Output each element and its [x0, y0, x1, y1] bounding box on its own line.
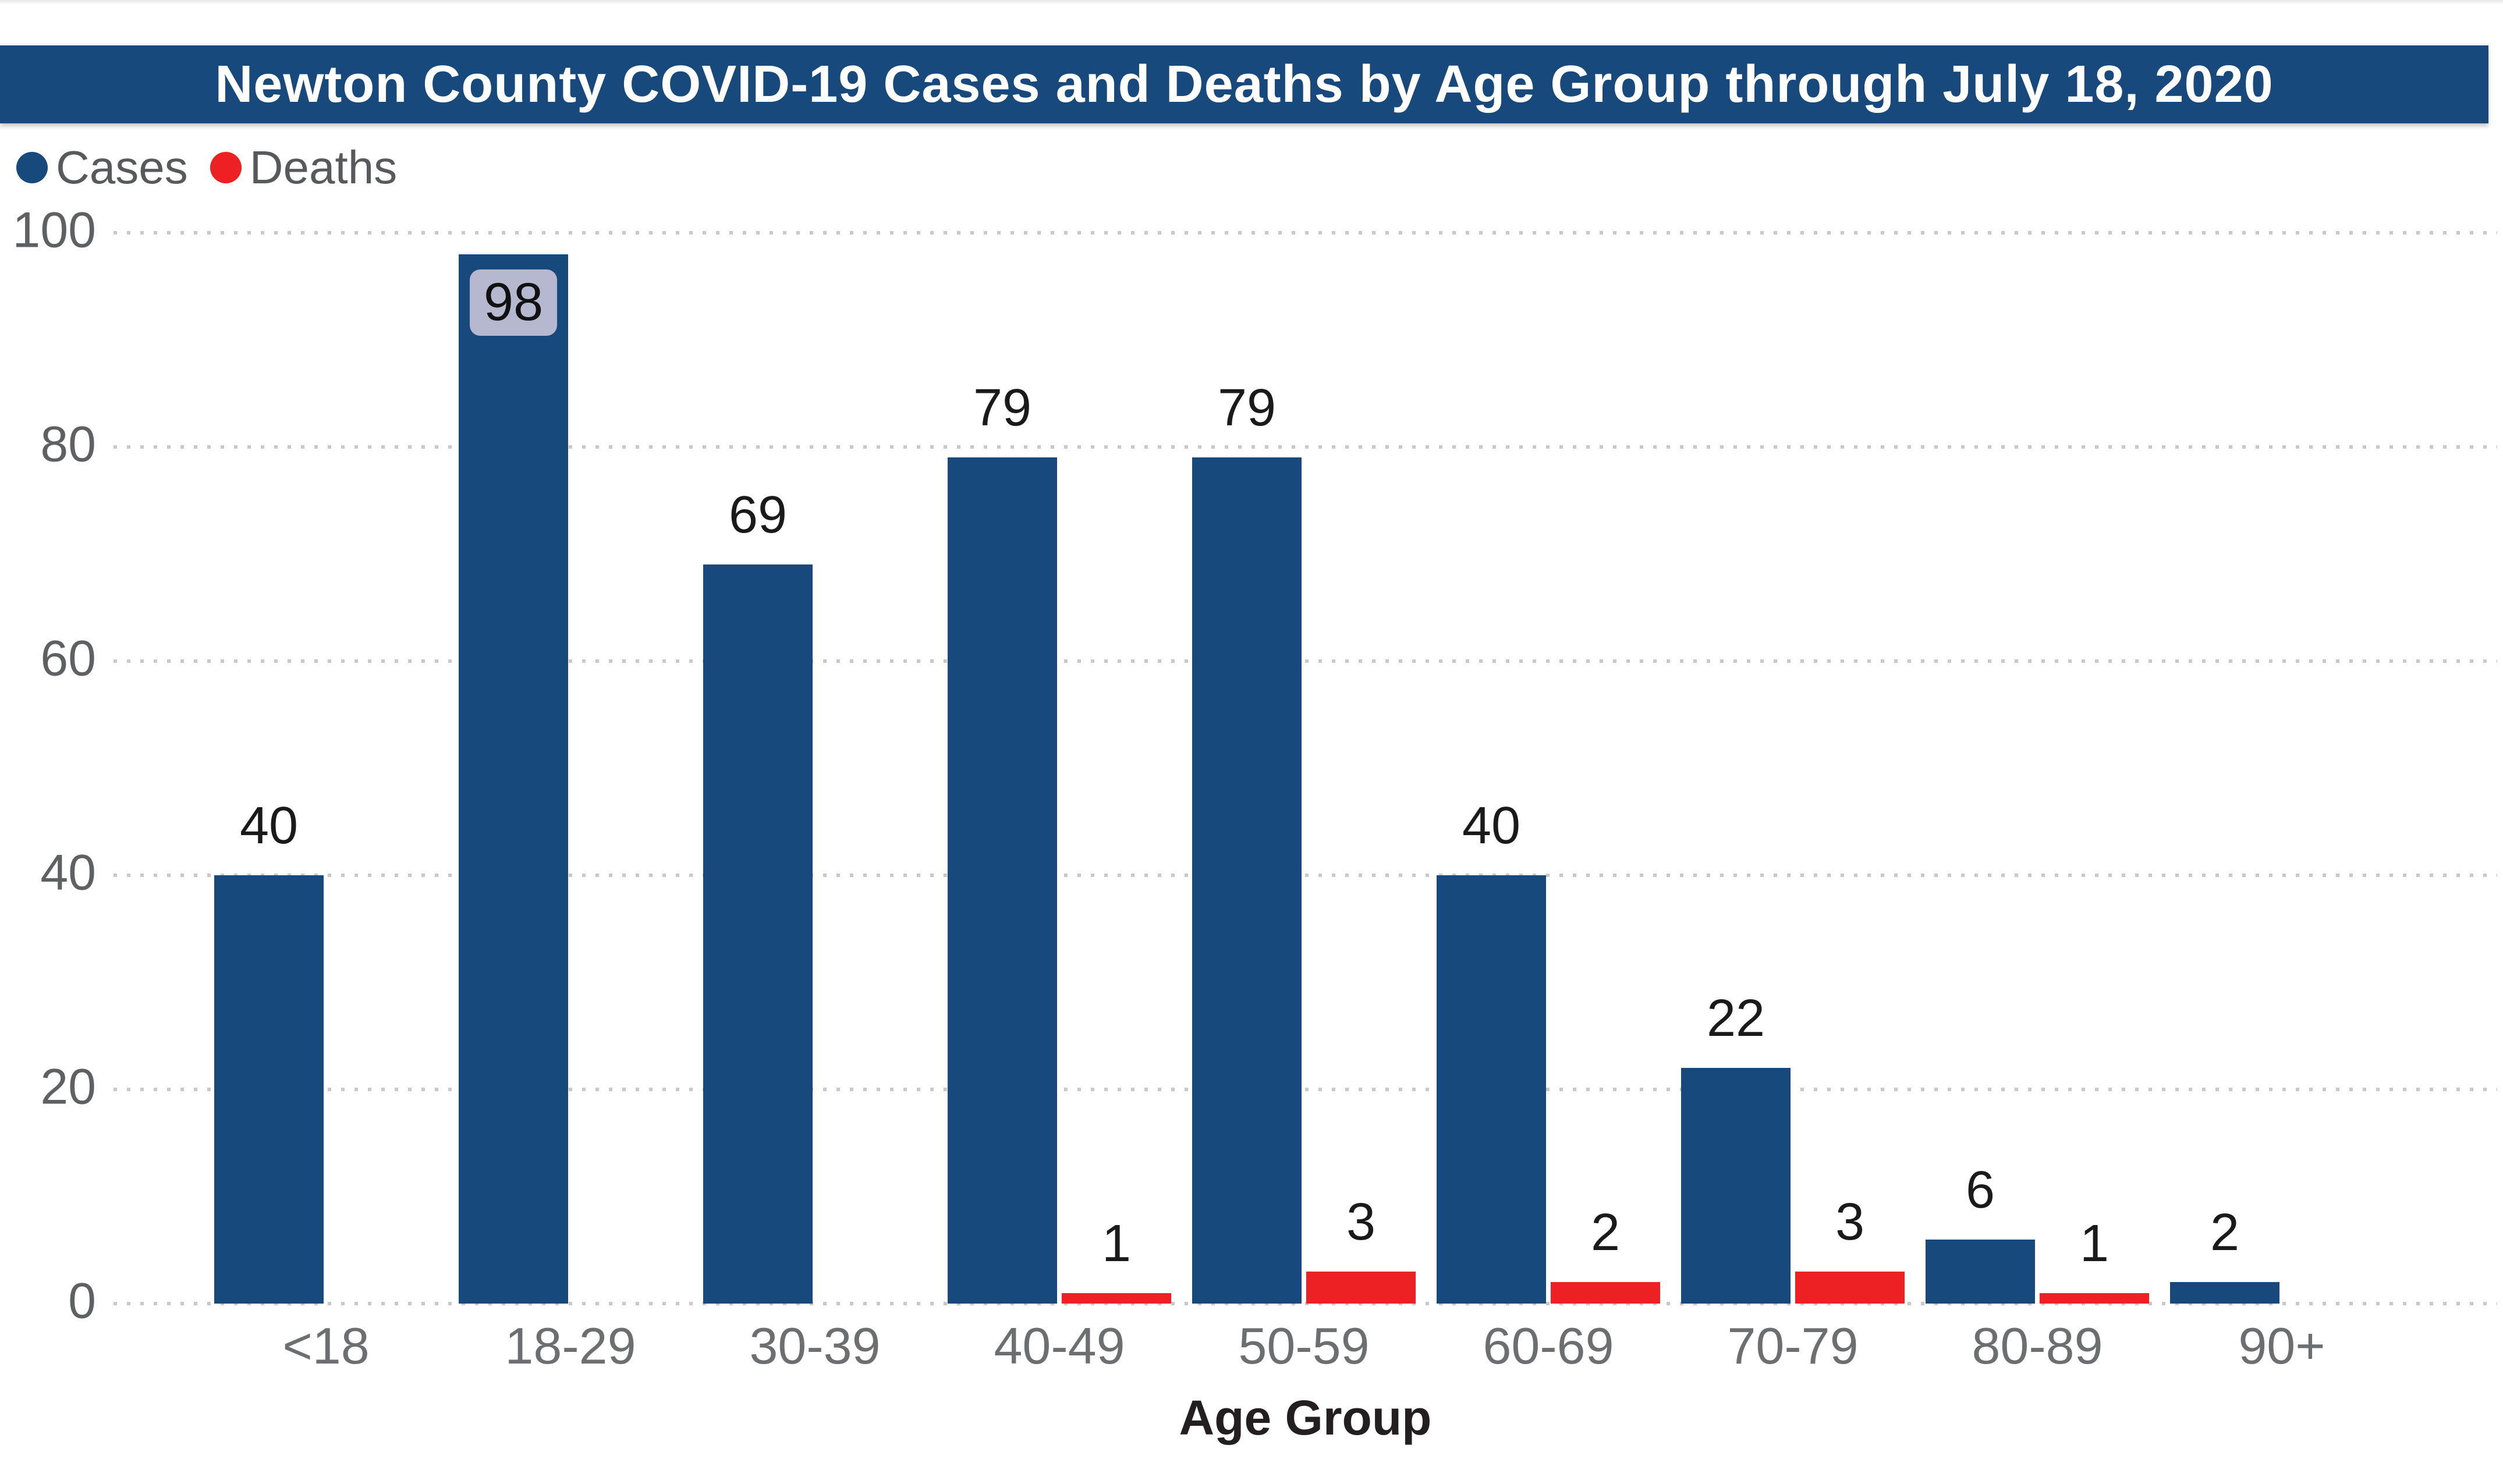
legend: Cases Deaths	[16, 139, 397, 197]
deaths-value-label-50-59: 3	[1346, 1192, 1376, 1251]
x-tick-label-18-29: 18-29	[505, 1317, 636, 1375]
cases-bar-50-59[interactable]	[1192, 457, 1302, 1304]
highlight-badge[interactable]: 98	[470, 269, 557, 336]
cases-legend-dot-icon	[16, 152, 48, 183]
cases-bar-40-49[interactable]	[948, 457, 1057, 1304]
deaths-value-label-80-89: 1	[2079, 1214, 2110, 1273]
cases-bar-30-39[interactable]	[703, 565, 813, 1304]
cases-bar-18-29[interactable]	[459, 254, 568, 1304]
bar-group-70-79: 22 3	[1671, 233, 1915, 1304]
deaths-value-label-70-79: 3	[1835, 1192, 1865, 1251]
bar-group-18-29: 98	[448, 233, 693, 1304]
deaths-bar-80-89[interactable]	[2040, 1293, 2149, 1304]
y-tick-label-100: 100	[12, 202, 97, 258]
x-tick-label-30-39: 30-39	[749, 1317, 881, 1375]
x-tick-label-40-49: 40-49	[994, 1317, 1125, 1375]
y-tick-label-40: 40	[40, 844, 96, 901]
title-banner: Newton County COVID-19 Cases and Deaths …	[0, 45, 2488, 123]
chart-title: Newton County COVID-19 Cases and Deaths …	[215, 55, 2274, 113]
x-tick-label-<18: <18	[282, 1317, 370, 1375]
y-tick-label-80: 80	[40, 416, 96, 473]
cases-bar-80-89[interactable]	[1926, 1239, 2035, 1304]
x-tick-label-90+: 90+	[2238, 1317, 2325, 1375]
cases-value-label-40-49: 79	[973, 379, 1032, 438]
x-tick-label-80-89: 80-89	[1972, 1317, 2103, 1375]
x-tick-label-60-69: 60-69	[1483, 1317, 1614, 1375]
deaths-value-label-40-49: 1	[1101, 1214, 1132, 1273]
y-tick-label-0: 0	[68, 1273, 96, 1329]
deaths-value-label-60-69: 2	[1590, 1203, 1621, 1262]
cases-value-label-50-59: 79	[1217, 379, 1277, 438]
x-tick-label-50-59: 50-59	[1238, 1317, 1370, 1375]
cases-value-label-70-79: 22	[1706, 989, 1765, 1048]
cases-value-label-<18: 40	[239, 797, 299, 855]
x-tick-label-70-79: 70-79	[1727, 1317, 1859, 1375]
deaths-legend-dot-icon	[210, 152, 242, 183]
deaths-bar-60-69[interactable]	[1551, 1282, 1660, 1304]
gridline-y-0	[114, 1302, 2497, 1305]
bar-group-60-69: 40 2	[1426, 233, 1671, 1304]
y-tick-label-60: 60	[40, 630, 96, 687]
cases-bar-<18[interactable]	[214, 875, 324, 1304]
gridline-y-60	[114, 659, 2497, 663]
bar-group-40-49: 79 1	[937, 233, 1182, 1304]
gridline-y-100	[114, 231, 2497, 235]
bar-group-30-39: 69	[693, 233, 937, 1304]
cases-bar-70-79[interactable]	[1681, 1068, 1791, 1304]
top-hairline	[0, 0, 2503, 5]
deaths-bar-50-59[interactable]	[1306, 1271, 1416, 1304]
y-tick-label-20: 20	[40, 1059, 96, 1115]
cases-value-label-80-89: 6	[1965, 1160, 1995, 1219]
cases-value-label-30-39: 69	[728, 486, 788, 545]
bar-group-<18: 40	[204, 233, 448, 1304]
cases-bar-90+[interactable]	[2170, 1282, 2279, 1304]
legend-item-cases[interactable]: Cases	[16, 141, 188, 194]
deaths-bar-70-79[interactable]	[1795, 1271, 1905, 1304]
deaths-bar-40-49[interactable]	[1062, 1293, 1171, 1304]
cases-bar-60-69[interactable]	[1437, 875, 1546, 1304]
bar-group-50-59: 79 3	[1182, 233, 1426, 1304]
x-axis-title: Age Group	[1179, 1390, 1432, 1445]
gridline-y-80	[114, 445, 2497, 449]
cases-value-label-60-69: 40	[1462, 797, 1521, 855]
gridline-y-20	[114, 1088, 2497, 1091]
cases-value-label-90+: 2	[2210, 1203, 2240, 1262]
legend-label-cases: Cases	[56, 141, 188, 193]
legend-item-deaths[interactable]: Deaths	[210, 141, 397, 194]
legend-label-deaths: Deaths	[249, 141, 398, 193]
gridline-y-40	[114, 874, 2497, 877]
bar-group-90+: 2	[2160, 233, 2404, 1304]
